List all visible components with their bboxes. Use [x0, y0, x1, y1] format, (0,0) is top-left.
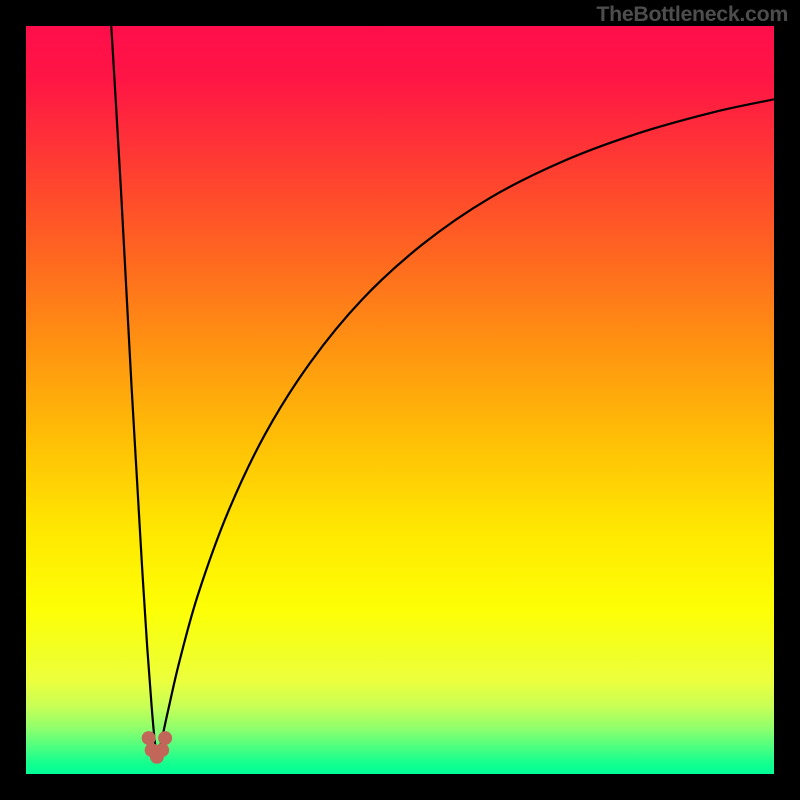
bottleneck-curve	[26, 26, 774, 774]
chart-container: TheBottleneck.com	[0, 0, 800, 800]
curve-left	[111, 26, 157, 755]
watermark-text: TheBottleneck.com	[596, 2, 788, 27]
minimum-markers	[142, 731, 172, 764]
plot-area	[26, 26, 774, 774]
marker-point	[155, 743, 169, 757]
marker-point	[158, 731, 172, 745]
curve-right	[157, 99, 774, 755]
marker-point	[142, 731, 156, 745]
